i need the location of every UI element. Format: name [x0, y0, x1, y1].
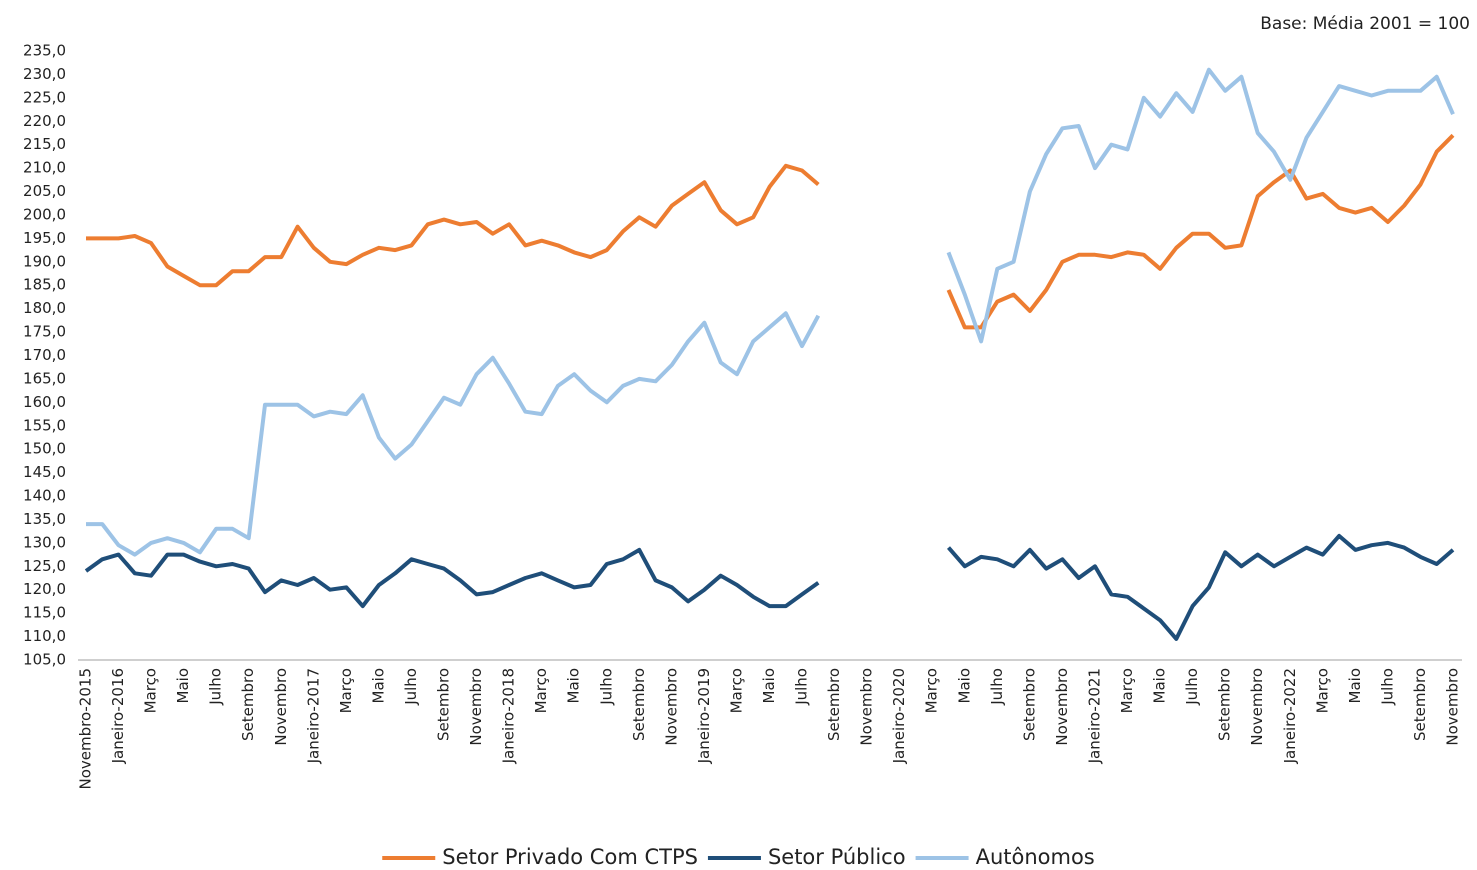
x-tick-label: Novembro: [1053, 668, 1071, 746]
x-tick-label: Setembro: [1411, 668, 1429, 741]
y-tick-label: 200,0: [23, 205, 66, 223]
x-tick-label: Setembro: [239, 668, 257, 741]
x-tick-label: Julho: [207, 668, 225, 706]
y-tick-label: 175,0: [23, 323, 66, 341]
x-tick-label: Setembro: [825, 668, 843, 741]
x-tick-label: Julho: [988, 668, 1006, 706]
x-tick-label: Novembro: [662, 668, 680, 746]
y-tick-label: 140,0: [23, 487, 66, 505]
y-tick-label: 135,0: [23, 510, 66, 528]
x-tick-label: Julho: [1378, 668, 1396, 706]
series-line: [84, 533, 1455, 641]
x-tick-label: Março: [923, 668, 941, 713]
x-tick-label: Março: [532, 668, 550, 713]
x-tick-label: Julho: [402, 668, 420, 706]
x-tick-label: Maio: [369, 668, 387, 703]
series-line: [86, 133, 1455, 330]
x-tick-label: Maio: [1151, 668, 1169, 703]
y-tick-label: 125,0: [23, 557, 66, 575]
x-tick-label: Setembro: [630, 668, 648, 741]
y-tick-label: 225,0: [23, 88, 66, 106]
x-tick-label: Janeiro-2017: [304, 668, 322, 764]
legend-label: Setor Privado Com CTPS: [442, 845, 698, 869]
x-tick-label: Novembro: [1444, 668, 1462, 746]
x-tick-label: Março: [337, 668, 355, 713]
x-tick-label: Maio: [955, 668, 973, 703]
x-tick-label: Março: [1118, 668, 1136, 713]
y-tick-label: 190,0: [23, 252, 66, 270]
y-tick-label: 220,0: [23, 112, 66, 130]
x-tick-label: Janeiro-2019: [695, 668, 713, 764]
x-tick-label: Julho: [793, 668, 811, 706]
x-tick-label: Maio: [565, 668, 583, 703]
x-tick-label: Janeiro-2022: [1281, 668, 1299, 764]
y-tick-label: 210,0: [23, 159, 66, 177]
x-tick-label: Novembro-2015: [77, 668, 95, 790]
x-tick-label: Maio: [760, 668, 778, 703]
y-tick-label: 160,0: [23, 393, 66, 411]
x-tick-label: Setembro: [1216, 668, 1234, 741]
y-tick-label: 130,0: [23, 533, 66, 551]
series-line: [86, 67, 1455, 557]
x-tick-label: Maio: [174, 668, 192, 703]
y-tick-label: 110,0: [23, 627, 66, 645]
y-tick-label: 105,0: [23, 651, 66, 669]
x-tick-label: Janeiro-2018: [500, 668, 518, 764]
legend-label: Autônomos: [976, 845, 1095, 869]
x-tick-label: Novembro: [467, 668, 485, 746]
x-tick-label: Novembro: [858, 668, 876, 746]
y-tick-label: 165,0: [23, 369, 66, 387]
y-tick-label: 235,0: [23, 42, 66, 60]
x-tick-label: Março: [727, 668, 745, 713]
x-tick-label: Janeiro-2021: [1085, 668, 1103, 764]
y-tick-label: 115,0: [23, 604, 66, 622]
x-tick-label: Janeiro-2016: [109, 668, 127, 764]
y-tick-label: 230,0: [23, 65, 66, 83]
x-tick-label: Janeiro-2020: [890, 668, 908, 764]
y-tick-label: 180,0: [23, 299, 66, 317]
x-tick-label: Setembro: [435, 668, 453, 741]
y-tick-label: 120,0: [23, 580, 66, 598]
y-tick-label: 185,0: [23, 276, 66, 294]
y-tick-label: 205,0: [23, 182, 66, 200]
x-tick-label: Maio: [1346, 668, 1364, 703]
y-tick-label: 170,0: [23, 346, 66, 364]
x-tick-label: Março: [1313, 668, 1331, 713]
legend-label: Setor Público: [768, 845, 906, 869]
x-tick-label: Novembro: [1248, 668, 1266, 746]
x-tick-label: Julho: [597, 668, 615, 706]
legend: Setor Privado Com CTPS Setor Público Autôn…: [382, 845, 1095, 869]
x-tick-label: Novembro: [272, 668, 290, 746]
y-tick-label: 150,0: [23, 440, 66, 458]
x-tick-label: Julho: [1183, 668, 1201, 706]
x-tick-label: Março: [142, 668, 160, 713]
x-tick-label: Setembro: [1020, 668, 1038, 741]
y-tick-label: 215,0: [23, 135, 66, 153]
y-tick-label: 155,0: [23, 416, 66, 434]
base-note: Base: Média 2001 = 100: [1260, 14, 1470, 34]
y-tick-label: 195,0: [23, 229, 66, 247]
y-tick-label: 145,0: [23, 463, 66, 481]
